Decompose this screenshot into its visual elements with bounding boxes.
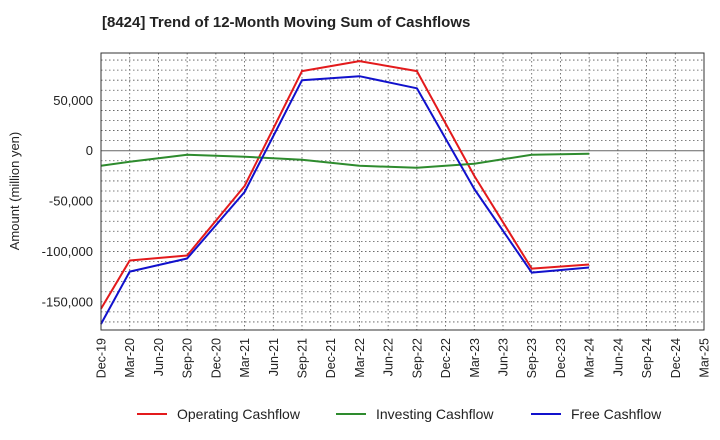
x-tick-label: Sep-20 xyxy=(181,338,195,378)
y-tick-label: 0 xyxy=(86,143,93,158)
legend-label: Operating Cashflow xyxy=(177,406,301,422)
x-tick-label: Sep-21 xyxy=(296,338,310,378)
x-tick-label: Dec-21 xyxy=(324,338,338,378)
x-tick-label: Sep-22 xyxy=(410,338,424,378)
x-tick-label: Jun-23 xyxy=(497,338,511,376)
x-tick-label: Dec-20 xyxy=(209,338,223,378)
x-tick-label: Dec-19 xyxy=(95,338,109,378)
x-tick-label: Mar-23 xyxy=(468,338,482,378)
x-tick-label: Mar-25 xyxy=(698,338,712,378)
x-tick-label: Mar-21 xyxy=(238,338,252,378)
x-tick-label: Jun-22 xyxy=(382,338,396,376)
series-line-0 xyxy=(100,60,590,310)
series-line-2 xyxy=(100,75,590,325)
series-line-1 xyxy=(100,152,590,169)
legend-label: Investing Cashflow xyxy=(376,406,494,422)
x-tick-label: Jun-24 xyxy=(611,338,625,376)
legend-label: Free Cashflow xyxy=(571,406,662,422)
y-tick-label: -100,000 xyxy=(42,244,93,259)
x-tick-label: Dec-22 xyxy=(439,338,453,378)
legend: Operating Cashflow Investing Cashflow Free… xyxy=(137,406,662,422)
y-tick-labels: 50,000 0 -50,000 -100,000 -150,000 xyxy=(42,93,93,309)
y-tick-label: -50,000 xyxy=(49,194,93,209)
series-lines xyxy=(100,60,590,325)
y-axis-label: Amount (million yen) xyxy=(7,132,22,251)
grid xyxy=(101,53,704,330)
x-tick-label: Mar-22 xyxy=(353,338,367,378)
x-tick-label: Jun-21 xyxy=(267,338,281,376)
x-tick-label: Jun-20 xyxy=(152,338,166,376)
plot-frame xyxy=(100,52,705,331)
x-tick-label: Dec-24 xyxy=(669,338,683,378)
x-tick-label: Sep-24 xyxy=(640,338,654,378)
chart-title: [8424] Trend of 12-Month Moving Sum of C… xyxy=(102,14,471,31)
y-tick-label: 50,000 xyxy=(53,93,93,108)
x-tick-label: Dec-23 xyxy=(554,338,568,378)
x-tick-label: Mar-20 xyxy=(123,338,137,378)
x-tick-labels: Dec-19 Mar-20 Jun-20 Sep-20 Dec-20 Mar-21 Jun-… xyxy=(95,338,712,378)
x-tick-label: Sep-23 xyxy=(525,338,539,378)
y-tick-label: -150,000 xyxy=(42,294,93,309)
x-tick-label: Mar-24 xyxy=(583,338,597,378)
